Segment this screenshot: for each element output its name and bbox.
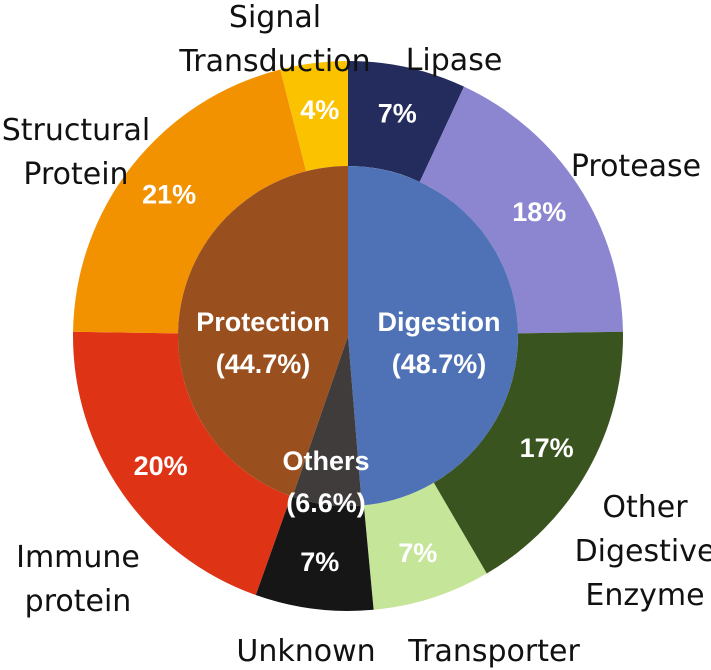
category-label-structural-protein: Structural Protein — [2, 113, 150, 192]
category-label-signal-transduction: Signal Transduction — [178, 0, 370, 79]
outer-slice-protease — [419, 86, 623, 334]
category-label-protease: Protease — [571, 149, 701, 184]
slice-label-signal-transduction: 4% — [300, 95, 339, 125]
inner-slice-others — [292, 336, 362, 506]
slice-label-other-digestive-enzyme: 17% — [520, 433, 574, 463]
category-label-transporter: Transporter — [407, 634, 580, 669]
category-label-immune-protein: Immune protein — [16, 540, 140, 619]
inner-slice-protection — [177, 166, 348, 497]
outer-slice-signal-transduction — [280, 61, 348, 172]
slice-label-immune-protein: 20% — [134, 451, 188, 481]
slice-label-lipase: 7% — [378, 98, 417, 128]
category-label-unknown: Unknown — [236, 634, 375, 669]
inner-label-others: Others — [282, 446, 369, 476]
outer-slice-transporter — [363, 482, 487, 610]
inner-label-digestion: Digestion — [377, 307, 500, 337]
slice-label-unknown: 7% — [300, 547, 339, 577]
outer-slice-structural-protein — [73, 69, 307, 334]
inner-slice-digestion — [348, 166, 518, 506]
outer-ring — [72, 61, 623, 611]
category-label-other-digestive-enzyme: Other Digestive Enzyme — [575, 490, 711, 613]
inner-pie — [177, 166, 518, 506]
category-label-lipase: Lipase — [406, 43, 503, 78]
inner-value-others: (6.6%) — [286, 488, 366, 518]
slice-label-transporter: 7% — [398, 538, 437, 568]
slice-label-protease: 18% — [512, 197, 566, 227]
outer-slice-immune-protein — [72, 331, 291, 596]
inner-labels: Digestion (48.7%) Others (6.6%) Protection (4… — [196, 307, 500, 518]
inner-value-protection: (44.7%) — [216, 349, 311, 379]
outer-slice-other-digestive-enzyme — [433, 331, 623, 574]
slice-labels: 7% 18% 17% 7% 7% 20% 21% 4% — [134, 95, 574, 577]
slice-label-structural-protein: 21% — [142, 180, 196, 210]
outer-slice-unknown — [255, 496, 374, 611]
outer-slice-lipase — [348, 61, 465, 182]
inner-label-protection: Protection — [196, 307, 330, 337]
inner-value-digestion: (48.7%) — [392, 349, 487, 379]
